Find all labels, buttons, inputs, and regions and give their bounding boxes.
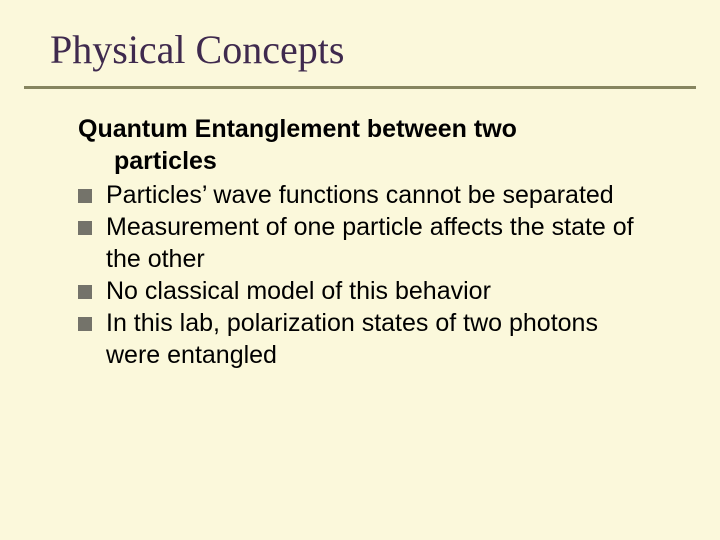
bullet-list: Particles’ wave functions cannot be sepa…: [78, 179, 658, 371]
list-item-text: No classical model of this behavior: [106, 277, 491, 305]
square-bullet-icon: [78, 285, 92, 299]
square-bullet-icon: [78, 221, 92, 235]
slide-title: Physical Concepts: [50, 28, 692, 72]
slide: Physical Concepts Quantum Entanglement b…: [0, 0, 720, 540]
title-block: Physical Concepts: [28, 18, 692, 72]
list-item: No classical model of this behavior: [78, 275, 658, 307]
section-heading: Quantum Entanglement between two particl…: [78, 113, 658, 177]
square-bullet-icon: [78, 317, 92, 331]
content-area: Quantum Entanglement between two particl…: [28, 89, 692, 371]
list-item: Measurement of one particle affects the …: [78, 211, 658, 275]
list-item-text: In this lab, polarization states of two …: [106, 309, 598, 369]
heading-line-2: particles: [78, 145, 658, 177]
list-item-text: Measurement of one particle affects the …: [106, 213, 634, 273]
list-item-text: Particles’ wave functions cannot be sepa…: [106, 181, 614, 209]
heading-line-1: Quantum Entanglement between two: [78, 115, 517, 143]
list-item: In this lab, polarization states of two …: [78, 307, 658, 371]
square-bullet-icon: [78, 189, 92, 203]
list-item: Particles’ wave functions cannot be sepa…: [78, 179, 658, 211]
